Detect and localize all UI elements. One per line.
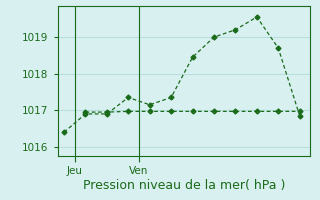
X-axis label: Pression niveau de la mer( hPa ): Pression niveau de la mer( hPa ) (83, 179, 285, 192)
